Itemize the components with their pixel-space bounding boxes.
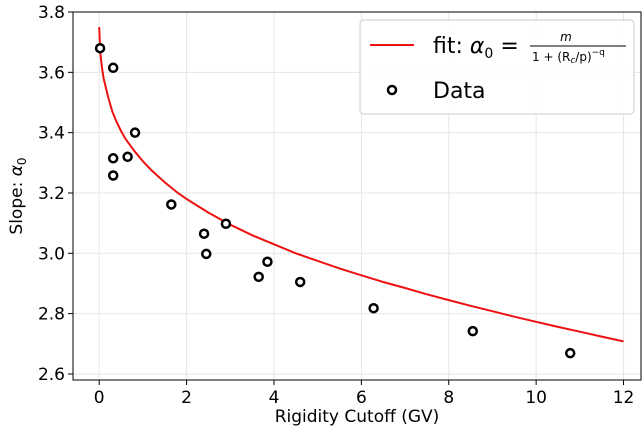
legend-frac-denominator: 1 + (Rc/p)−q bbox=[532, 48, 605, 66]
data-point bbox=[107, 153, 119, 164]
legend-frac-den-b: /p) bbox=[575, 50, 591, 64]
x-tick-label: 6 bbox=[356, 388, 367, 408]
legend-fit-label: fit: α0 = bbox=[433, 34, 519, 62]
data-point bbox=[198, 228, 210, 239]
data-point bbox=[564, 347, 576, 359]
legend-fit-alpha: α bbox=[470, 34, 485, 59]
y-axis-label: Slope: α0 bbox=[7, 157, 29, 234]
x-tick-label: 4 bbox=[269, 388, 280, 408]
legend-fit-eq: = bbox=[493, 34, 518, 59]
legend-box bbox=[359, 19, 635, 115]
x-ticks: 0 2 4 6 8 10 12 bbox=[94, 380, 635, 408]
plot-frame bbox=[72, 11, 642, 381]
x-axis-label: Rigidity Cutoff (GV) bbox=[275, 407, 440, 427]
legend-frac-den-exp: −q bbox=[592, 48, 605, 58]
legend-frac-numerator: m bbox=[560, 30, 572, 44]
x-tick-label: 12 bbox=[613, 388, 635, 408]
legend-data-marker bbox=[386, 84, 398, 96]
data-point bbox=[368, 302, 379, 314]
x-tick-label: 2 bbox=[181, 388, 192, 408]
legend-frac-den-c: c bbox=[570, 56, 575, 66]
y-tick-label: 3.0 bbox=[38, 244, 65, 264]
x-tick-label: 8 bbox=[443, 388, 454, 408]
legend-fit-sub: 0 bbox=[484, 46, 493, 62]
y-tick-label: 3.2 bbox=[38, 184, 65, 204]
data-point bbox=[294, 276, 306, 288]
data-point bbox=[107, 62, 119, 74]
data-point bbox=[122, 151, 133, 163]
x-tick-label: 0 bbox=[94, 388, 105, 408]
y-ticks: 2.6 2.8 3.0 3.2 3.4 3.6 3.8 bbox=[38, 3, 73, 385]
data-point bbox=[166, 199, 177, 210]
y-tick-label: 3.8 bbox=[38, 3, 65, 23]
data-point bbox=[129, 127, 141, 138]
legend-data-label: Data bbox=[433, 79, 486, 104]
data-point bbox=[107, 170, 119, 181]
y-tick-label: 3.6 bbox=[38, 63, 65, 83]
legend: fit: α0 = m 1 + (Rc/p)−q Data bbox=[359, 19, 635, 115]
y-tick-label: 3.4 bbox=[38, 124, 65, 144]
y-tick-label: 2.6 bbox=[38, 365, 65, 385]
y-tick-label: 2.8 bbox=[38, 305, 65, 325]
x-tick-label: 10 bbox=[525, 388, 547, 408]
data-point bbox=[253, 271, 264, 283]
legend-fit-prefix: fit: bbox=[433, 34, 470, 59]
y-axis-label-prefix: Slope: bbox=[7, 176, 27, 234]
data-point bbox=[94, 42, 106, 54]
data-point bbox=[467, 325, 479, 337]
y-axis-label-symbol: α bbox=[7, 165, 27, 176]
data-point bbox=[220, 218, 232, 230]
legend-frac-den-a: 1 + (R bbox=[532, 50, 570, 64]
y-axis-label-subscript: 0 bbox=[15, 157, 29, 165]
plot-content bbox=[94, 27, 624, 359]
data-point bbox=[201, 248, 212, 260]
data-point bbox=[262, 256, 273, 268]
